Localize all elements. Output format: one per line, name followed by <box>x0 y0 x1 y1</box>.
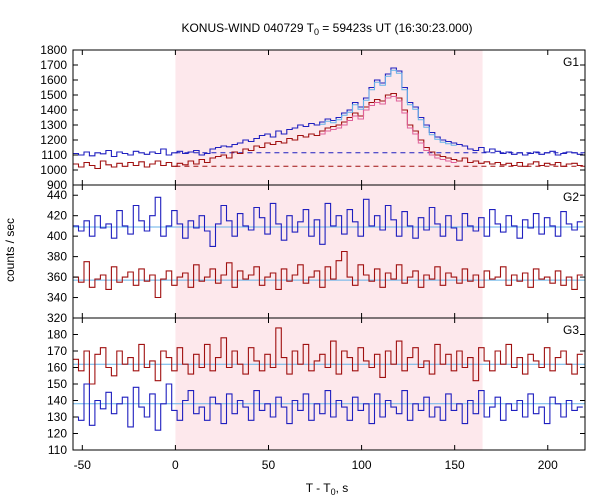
panels-group: 900100011001200130014001500160017001800G… <box>40 43 586 472</box>
y-tick-label-G2-440: 440 <box>47 188 67 202</box>
y-tick-label-G2-400: 400 <box>47 229 67 243</box>
x-tick-label-0: 0 <box>172 458 179 472</box>
y-tick-label-G2-380: 380 <box>47 250 67 264</box>
series-G2-blue <box>73 196 583 247</box>
y-tick-label-G3-120: 120 <box>47 427 67 441</box>
y-tick-label-G3-130: 130 <box>47 410 67 424</box>
overlay-G1-pink <box>319 96 457 163</box>
y-tick-label-G2-320: 320 <box>47 311 67 325</box>
y-tick-label-G1-1600: 1600 <box>40 73 67 87</box>
y-tick-label-G1-1300: 1300 <box>40 118 67 132</box>
y-tick-label-G1-1200: 1200 <box>40 133 67 147</box>
chart-title: KONUS-WIND 040729 T0 = 59423s UT (16:30:… <box>181 21 472 37</box>
panel-label-G1: G1 <box>563 55 579 69</box>
y-tick-label-G1-1700: 1700 <box>40 58 67 72</box>
y-tick-label-G1-1500: 1500 <box>40 88 67 102</box>
y-tick-label-G3-170: 170 <box>47 344 67 358</box>
y-tick-label-G2-360: 360 <box>47 270 67 284</box>
y-tick-label-G2-420: 420 <box>47 209 67 223</box>
y-tick-label-G1-1100: 1100 <box>41 148 67 162</box>
y-tick-label-G1-1000: 1000 <box>40 163 67 177</box>
x-axis-label-subscript: 0 <box>331 487 336 497</box>
x-tick-label-200: 200 <box>538 458 558 472</box>
series-G1-red <box>73 92 583 170</box>
y-tick-label-G1-1800: 1800 <box>40 43 67 57</box>
series-G2-red <box>73 250 583 299</box>
y-tick-label-G3-110: 110 <box>48 443 67 457</box>
y-tick-label-G3-140: 140 <box>47 394 67 408</box>
y-axis-label: counts / sec <box>3 218 17 282</box>
chart-title-main: KONUS-WIND 040729 T <box>181 21 314 35</box>
x-axis-label-main: T - T <box>306 481 332 495</box>
y-tick-label-G2-340: 340 <box>47 291 67 305</box>
x-axis-label: T - T0, s <box>306 481 349 497</box>
x-tick-label--50: -50 <box>74 458 92 472</box>
x-tick-label-100: 100 <box>352 458 372 472</box>
x-tick-label-50: 50 <box>262 458 276 472</box>
panel-label-G3: G3 <box>563 323 579 337</box>
x-tick-label-150: 150 <box>445 458 465 472</box>
y-tick-label-G1-1400: 1400 <box>40 103 67 117</box>
y-tick-label-G3-180: 180 <box>47 328 67 342</box>
panel-label-G2: G2 <box>563 190 579 204</box>
chart-title-subscript: 0 <box>314 27 319 37</box>
y-tick-label-G3-150: 150 <box>47 377 67 391</box>
y-tick-label-G1-900: 900 <box>47 178 67 192</box>
series-G3-red <box>73 327 583 385</box>
x-axis-label-rest: , s <box>336 481 349 495</box>
overlay-G1-light-blue <box>319 69 457 146</box>
y-tick-label-G3-160: 160 <box>47 361 67 375</box>
chart-title-rest: = 59423s UT (16:30:23.000) <box>319 21 473 35</box>
series-G1-blue <box>73 67 583 158</box>
highlight-band-G1 <box>175 50 483 185</box>
series-G3-blue <box>73 383 583 431</box>
